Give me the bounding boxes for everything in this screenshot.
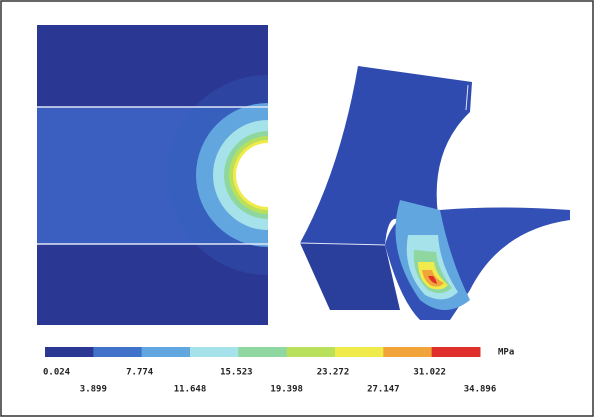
legend-label: 11.648 [174,385,207,395]
color-band [335,347,384,357]
color-band [383,347,432,357]
color-band [432,347,481,357]
legend-label: 7.774 [126,368,154,378]
legend-label: 19.398 [270,385,303,395]
color-band [287,347,336,357]
legend-unit: MPa [498,348,514,358]
legend-label: 15.523 [220,368,253,378]
fea-figure: 0.024 3.899 7.774 11.648 15.523 19.398 23.272 2… [0,0,594,417]
legend-label: 3.899 [80,385,107,395]
legend-label: 23.272 [317,368,350,378]
legend-label: 31.022 [413,368,446,378]
color-band [45,347,94,357]
legend-label: 27.147 [367,385,400,395]
color-band [190,347,239,357]
color-band [142,347,191,357]
legend-label: 34.896 [464,385,497,395]
legend-label: 0.024 [43,368,71,378]
color-band [93,347,142,357]
color-band [238,347,287,357]
